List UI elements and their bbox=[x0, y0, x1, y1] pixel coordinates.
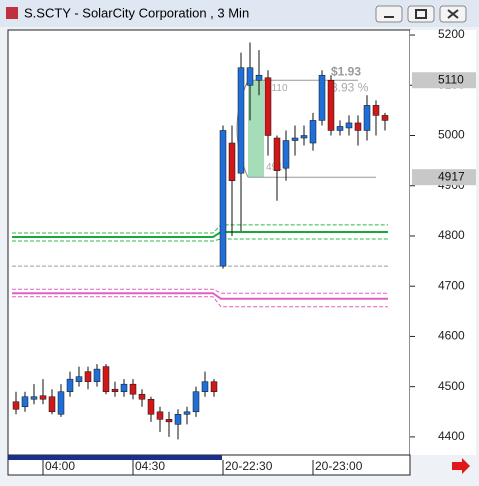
x-tick-label: 20-23:00 bbox=[315, 459, 363, 473]
candle-body bbox=[372, 105, 380, 116]
candle-body bbox=[138, 393, 146, 400]
candle-body bbox=[363, 105, 371, 131]
y-axis-area bbox=[410, 30, 476, 455]
candle-body bbox=[30, 396, 38, 400]
candle-body bbox=[327, 79, 335, 131]
candle-body bbox=[210, 381, 218, 392]
candle-body bbox=[354, 122, 362, 131]
session-bar bbox=[8, 455, 222, 460]
candle-body bbox=[147, 398, 155, 415]
candle-body bbox=[219, 130, 227, 267]
candle-body bbox=[192, 391, 200, 413]
candle-body bbox=[129, 383, 137, 395]
candle-body bbox=[264, 77, 272, 136]
y-tick-label: 5200 bbox=[438, 27, 465, 41]
candle-body bbox=[21, 396, 29, 408]
candle-body bbox=[156, 411, 164, 420]
y-tick-label: 4500 bbox=[438, 379, 465, 393]
measure-box bbox=[248, 80, 264, 178]
window-title: S.SCTY - SolarCity Corporation , 3 Min bbox=[24, 5, 249, 20]
candle-body bbox=[12, 401, 20, 410]
price-tag bbox=[412, 72, 476, 89]
measure-change: $1.93 bbox=[331, 64, 361, 78]
candle-body bbox=[48, 396, 56, 413]
y-tick-label: 4400 bbox=[438, 429, 465, 443]
candle-body bbox=[255, 74, 263, 81]
candle-body bbox=[282, 140, 290, 169]
measure-percent: 3.93 % bbox=[331, 80, 369, 94]
window-buttons[interactable] bbox=[375, 5, 467, 23]
overlay-line bbox=[12, 238, 388, 242]
overlay-line bbox=[12, 292, 388, 300]
app-icon bbox=[6, 7, 18, 19]
candle-body bbox=[345, 122, 353, 129]
price-tag bbox=[412, 169, 476, 186]
candle-body bbox=[336, 126, 344, 131]
candle-body bbox=[228, 142, 236, 181]
measure-high-label: 5110 bbox=[266, 83, 288, 94]
y-tick-label: 4700 bbox=[438, 278, 465, 292]
candle-body bbox=[300, 135, 308, 139]
price-tag-label: 5110 bbox=[438, 72, 464, 86]
overlay-line bbox=[12, 296, 388, 308]
y-tick-label: 5000 bbox=[438, 128, 465, 142]
y-tick-label: 4800 bbox=[438, 228, 465, 242]
candle-body bbox=[174, 414, 182, 425]
overlay-line bbox=[12, 230, 388, 238]
candle-body bbox=[111, 388, 119, 392]
candle-body bbox=[57, 391, 65, 415]
x-tick-label: 04:00 bbox=[45, 459, 75, 473]
price-tag-label: 4917 bbox=[438, 169, 465, 183]
candle-body bbox=[84, 371, 92, 382]
candle-body bbox=[102, 366, 110, 392]
overlay-line bbox=[12, 288, 388, 294]
candle-body bbox=[381, 115, 389, 121]
candle-body bbox=[318, 74, 326, 121]
scroll-arrow[interactable] bbox=[452, 458, 470, 474]
overlay-line bbox=[12, 224, 388, 234]
candle-body bbox=[120, 383, 128, 392]
y-tick-label: 4600 bbox=[438, 329, 465, 343]
candle-body bbox=[165, 419, 173, 423]
candle-body bbox=[237, 67, 245, 174]
candle-body bbox=[93, 368, 101, 382]
x-tick-label: 20-22:30 bbox=[225, 459, 273, 473]
candle-body bbox=[39, 395, 47, 400]
minimize-button[interactable] bbox=[375, 5, 403, 23]
candle-body bbox=[273, 137, 281, 171]
x-tick-label: 04:30 bbox=[135, 459, 165, 473]
candle-body bbox=[291, 137, 299, 141]
candle-body bbox=[183, 411, 191, 415]
candle-body bbox=[75, 376, 83, 382]
maximize-button[interactable] bbox=[407, 5, 435, 23]
candle-body bbox=[309, 120, 317, 144]
candle-body bbox=[246, 67, 254, 86]
candle-body bbox=[66, 378, 74, 392]
candle-body bbox=[201, 381, 209, 392]
